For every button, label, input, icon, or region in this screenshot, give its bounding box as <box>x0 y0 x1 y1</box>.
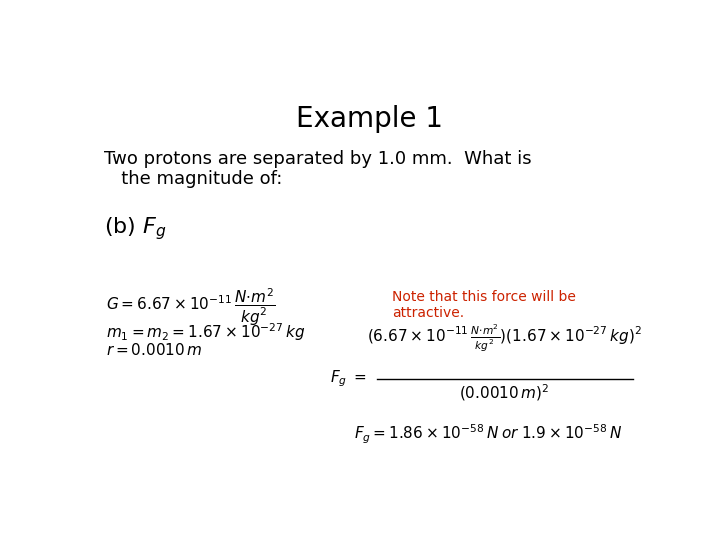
Text: $F_g\ =$: $F_g\ =$ <box>330 369 367 389</box>
Text: $(0.0010\,m)^2$: $(0.0010\,m)^2$ <box>459 382 550 403</box>
Text: (b) $F_g$: (b) $F_g$ <box>104 215 166 242</box>
Text: $F_g = 1.86\times10^{-58}\,N\;or\;1.9\times10^{-58}\,N$: $F_g = 1.86\times10^{-58}\,N\;or\;1.9\ti… <box>354 423 622 446</box>
Text: $m_1 = m_2 = 1.67\times10^{-27}\,kg$: $m_1 = m_2 = 1.67\times10^{-27}\,kg$ <box>106 321 305 343</box>
Text: $(6.67\times10^{-11}\,\frac{N{\cdot}m^2}{kg^2})(1.67\times10^{-27}\,kg)^2$: $(6.67\times10^{-11}\,\frac{N{\cdot}m^2}… <box>367 322 642 354</box>
Text: $r = 0.0010\,m$: $r = 0.0010\,m$ <box>106 342 202 358</box>
Text: Two protons are separated by 1.0 mm.  What is
   the magnitude of:: Two protons are separated by 1.0 mm. Wha… <box>104 150 531 188</box>
Text: $G = 6.67\times10^{-11}\,\dfrac{N{\cdot}m^2}{kg^2}$: $G = 6.67\times10^{-11}\,\dfrac{N{\cdot}… <box>106 287 275 328</box>
Text: Note that this force will be
attractive.: Note that this force will be attractive. <box>392 289 576 320</box>
Text: Example 1: Example 1 <box>295 105 443 133</box>
